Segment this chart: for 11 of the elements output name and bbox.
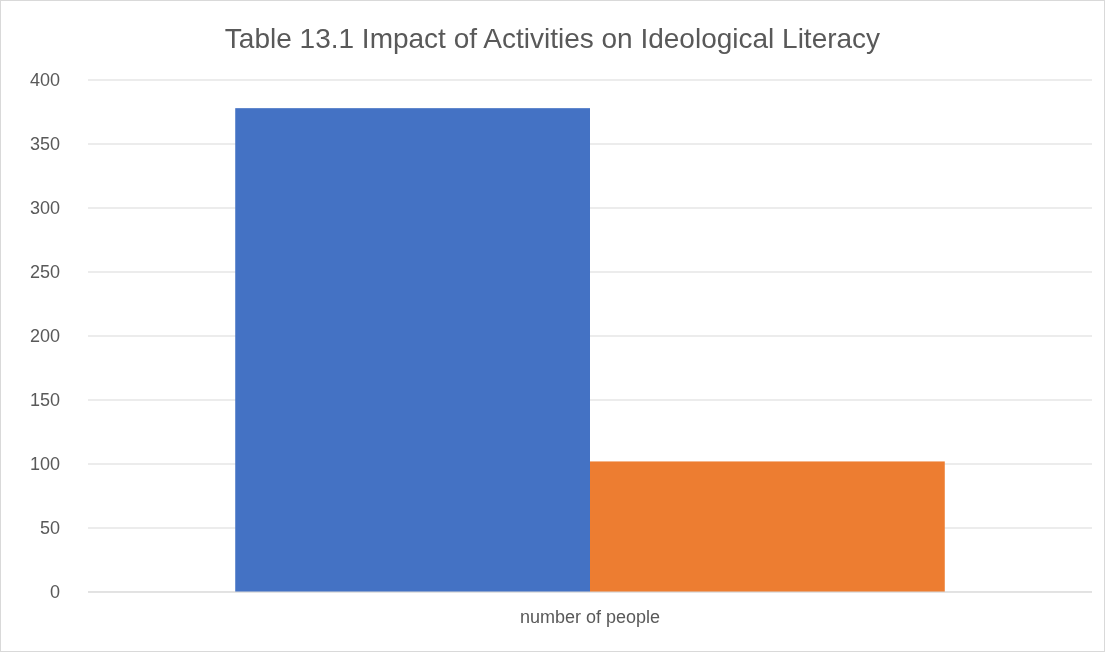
- y-tick-label: 0: [49, 582, 60, 603]
- y-tick-label: 300: [29, 198, 60, 219]
- x-tick-label: number of people: [519, 607, 661, 627]
- y-tick-label: 150: [29, 390, 60, 411]
- y-tick-label: 200: [29, 326, 60, 347]
- y-tick-label: 250: [29, 262, 60, 283]
- y-tick-label: 350: [29, 134, 60, 155]
- y-tick-label: 50: [39, 518, 60, 539]
- y-tick-label: 400: [29, 70, 60, 91]
- y-tick-label: 100: [29, 454, 60, 475]
- chart-title: Table 13.1 Impact of Activities on Ideological Literacy: [224, 23, 881, 54]
